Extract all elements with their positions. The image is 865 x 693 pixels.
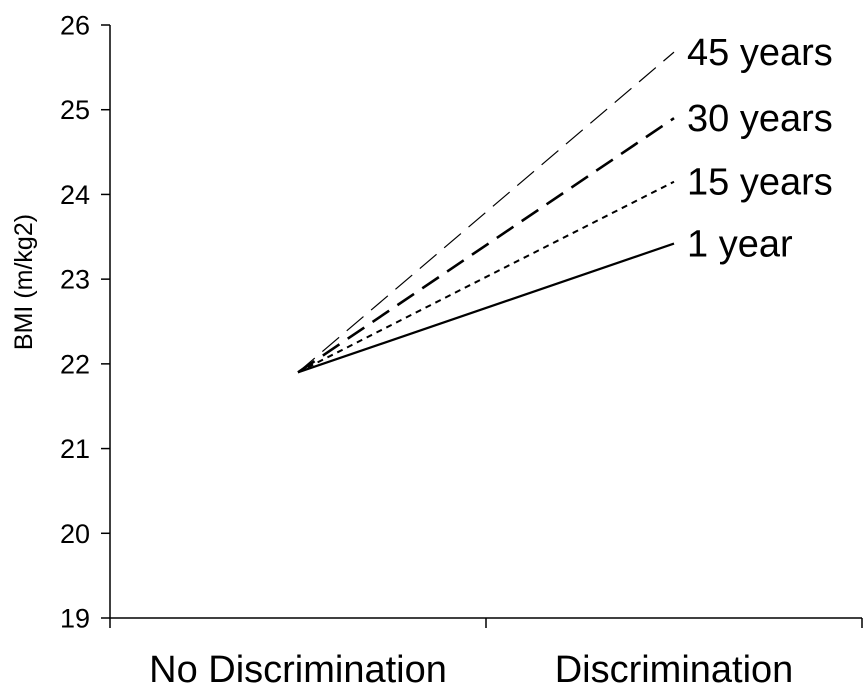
x-ticks: No Discrimination Discrimination [109, 618, 863, 691]
series-label: 1 year [687, 224, 793, 266]
series-lines [297, 51, 675, 374]
series-line [297, 242, 675, 374]
x-category-label: Discrimination [555, 649, 794, 691]
y-tick-label: 19 [60, 604, 90, 634]
series-label: 30 years [687, 98, 833, 140]
series-label: 15 years [687, 162, 833, 204]
series-labels: 1 year 15 years 30 years 45 years [687, 32, 833, 265]
y-tick-label: 22 [60, 349, 90, 379]
series-line [297, 51, 675, 373]
series-label: 45 years [687, 32, 833, 74]
series-line [297, 180, 675, 374]
y-tick-label: 25 [60, 95, 90, 125]
x-category-label: No Discrimination [149, 649, 447, 691]
y-tick-label: 24 [60, 180, 90, 210]
y-axis-title: BMI (m/kg2) [10, 214, 38, 350]
y-tick-label: 23 [60, 265, 90, 295]
y-ticks: 19 20 21 22 23 24 25 26 [60, 11, 110, 634]
y-tick-label: 26 [60, 11, 90, 41]
y-tick-label: 21 [60, 434, 90, 464]
series-line [297, 117, 675, 374]
y-tick-label: 20 [60, 519, 90, 549]
